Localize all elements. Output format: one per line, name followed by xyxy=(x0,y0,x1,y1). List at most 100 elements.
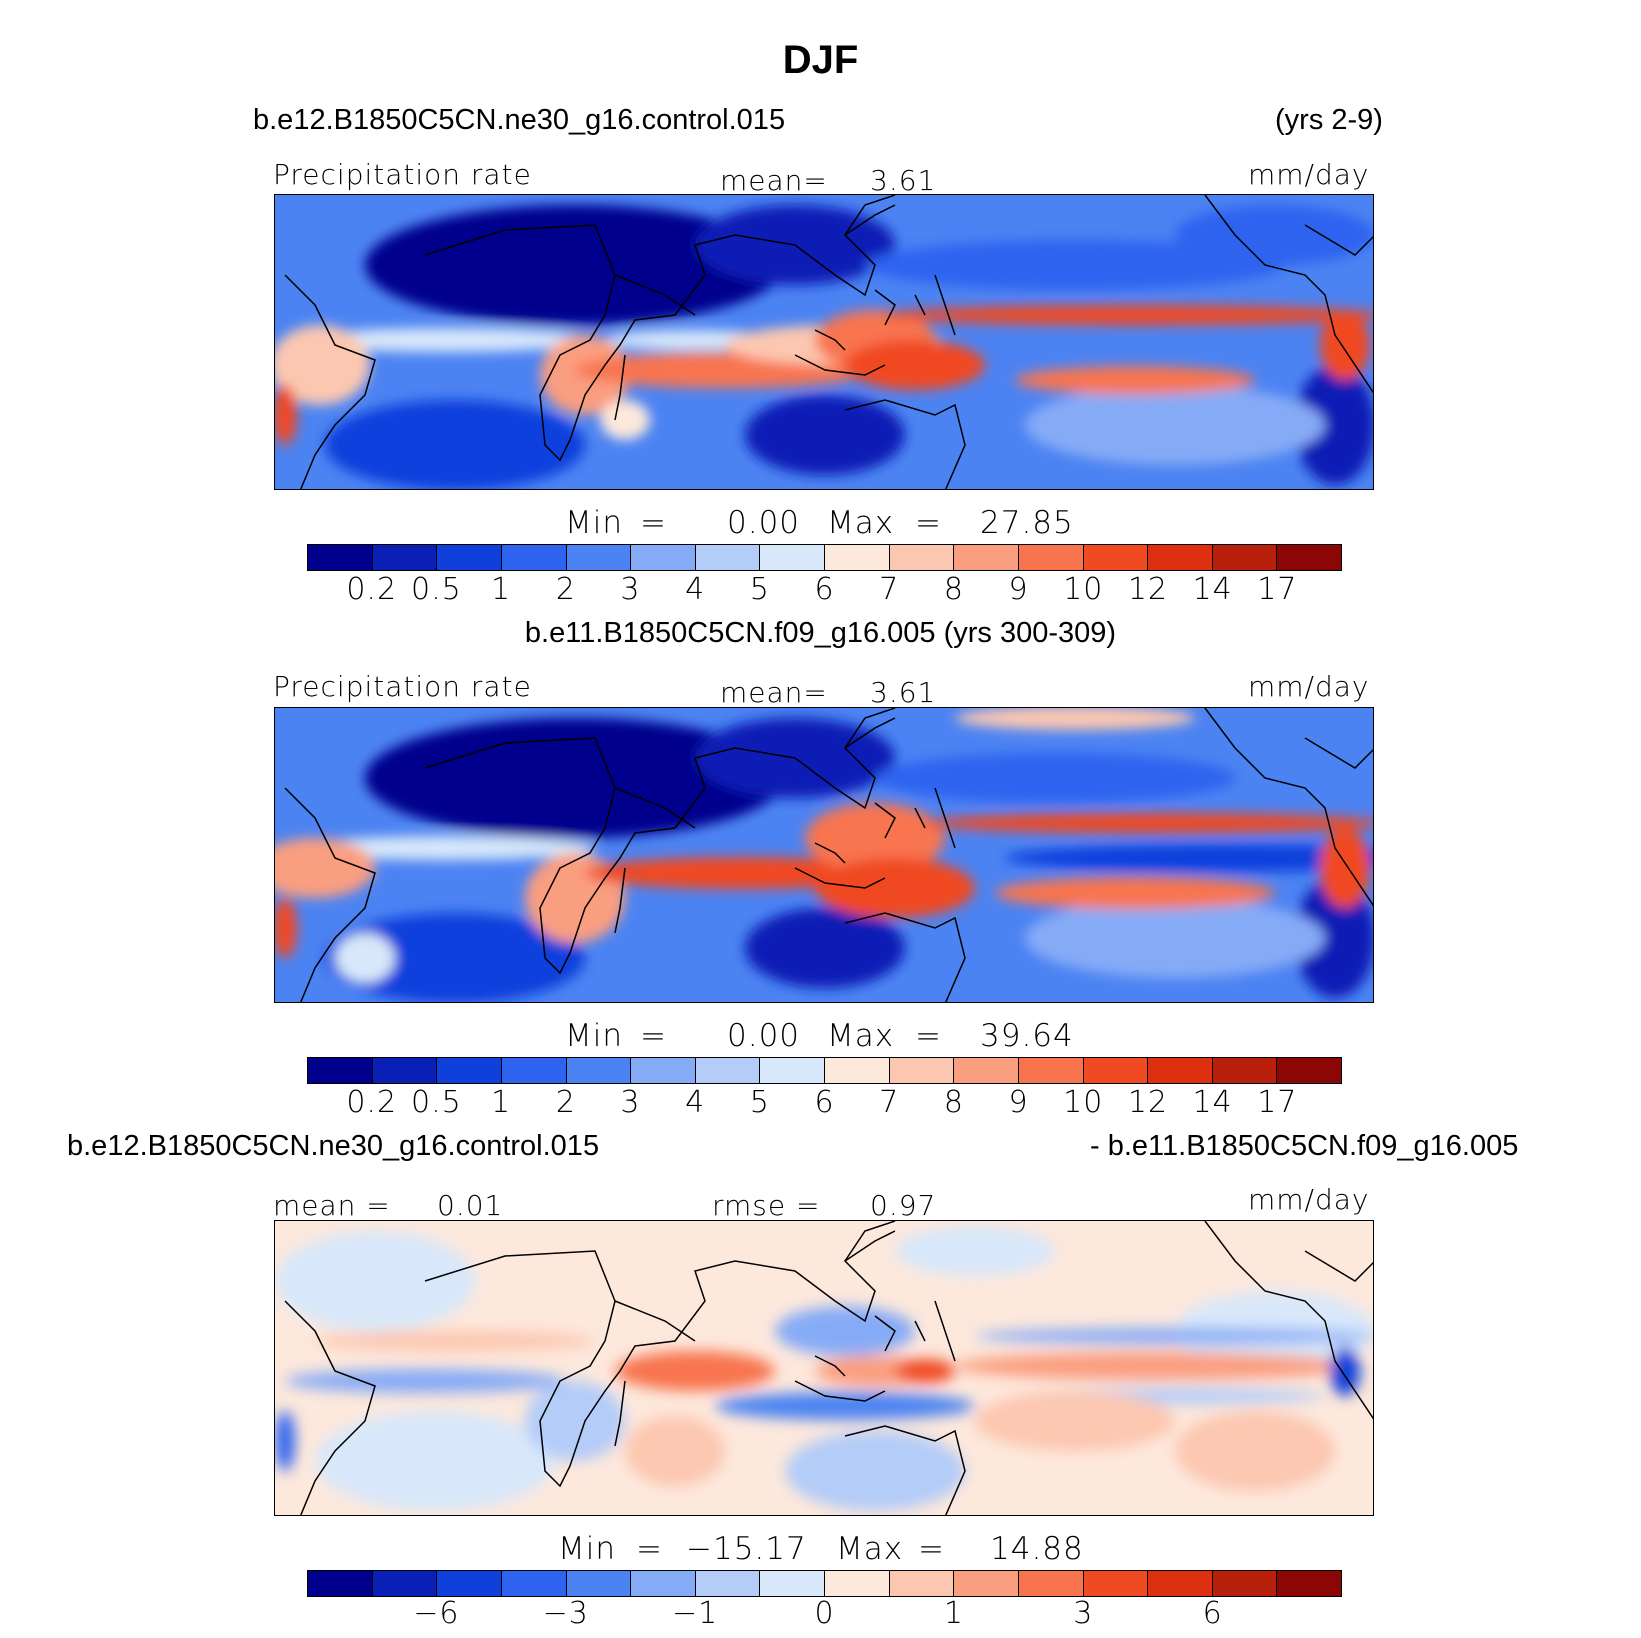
panel2-min-value: 0.00 xyxy=(727,1018,801,1054)
panel2-tick-label: 5 xyxy=(749,1085,770,1120)
panel1-units: mm/day xyxy=(1248,158,1370,191)
panel3-map xyxy=(274,1220,1374,1516)
panel1-tick-label: 2 xyxy=(555,572,576,607)
panel2-tick-label: 1 xyxy=(491,1085,512,1120)
panel1-map xyxy=(274,194,1374,490)
panel1-tick-label: 3 xyxy=(620,572,641,607)
panel1-colorbar-bin xyxy=(889,545,955,570)
panel1-max-eq: = xyxy=(915,505,942,541)
panel1-min-label: Min xyxy=(565,505,624,541)
figure-title: DJF xyxy=(782,38,859,82)
panel3-case-right: - b.e11.B1850C5CN.f09_g16.005 xyxy=(1090,1130,1519,1162)
panel3-colorbar-bin xyxy=(501,1571,567,1596)
panel2-colorbar-bin xyxy=(1212,1058,1278,1083)
panel1-tick-label: 6 xyxy=(814,572,835,607)
panel2-mean-label: mean= xyxy=(720,676,828,709)
panel3-coastlines xyxy=(284,1221,1373,1515)
panel1-case-name: b.e12.B1850C5CN.ne30_g16.control.015 xyxy=(253,104,786,136)
panel2-min-eq: = xyxy=(640,1018,667,1054)
panel2-tick-label: 7 xyxy=(879,1085,900,1120)
panel3-colorbar-bin xyxy=(695,1571,761,1596)
panel2-colorbar-bin xyxy=(760,1058,825,1083)
panel2-coastlines xyxy=(284,708,1373,1002)
panel1-colorbar-bin xyxy=(1277,545,1341,570)
panel3-colorbar-bin xyxy=(631,1571,696,1596)
panel1-colorbar-bin xyxy=(566,545,632,570)
panel3-colorbar-bin xyxy=(372,1571,438,1596)
panel2-case-name: b.e11.B1850C5CN.f09_g16.005 (yrs 300-309… xyxy=(524,617,1117,649)
panel3-max-eq: = xyxy=(918,1531,945,1567)
panel1-colorbar-bin xyxy=(695,545,761,570)
panel2-colorbar-bin xyxy=(1018,1058,1084,1083)
panel2-tick-label: 9 xyxy=(1008,1085,1029,1120)
panel1-colorbar-bin xyxy=(1212,545,1278,570)
panel1-min-value: 0.00 xyxy=(727,505,801,541)
panel3-max-label: Max xyxy=(836,1531,904,1567)
panel2-max-label: Max xyxy=(827,1018,895,1054)
panel2-tick-label: 0.2 xyxy=(346,1085,398,1120)
panel3-units: mm/day xyxy=(1248,1183,1370,1216)
panel1-tick-label: 0.2 xyxy=(346,572,398,607)
panel1-colorbar xyxy=(307,544,1342,571)
panel1-colorbar-bin xyxy=(1148,545,1213,570)
panel3-map-svg xyxy=(275,1221,1373,1515)
panel3-colorbar-bin xyxy=(308,1571,373,1596)
panel1-colorbar-bin xyxy=(308,545,373,570)
panel2-colorbar-bin xyxy=(1083,1058,1149,1083)
panel1-variable-label: Precipitation rate xyxy=(273,158,532,191)
panel1-colorbar-bin xyxy=(760,545,825,570)
panel3-colorbar-bin xyxy=(760,1571,825,1596)
panel1-colorbar-bin xyxy=(825,545,890,570)
panel3-tick-label: 0 xyxy=(814,1596,835,1631)
panel3-colorbar-bin xyxy=(437,1571,502,1596)
panel1-mean-label: mean= xyxy=(720,164,828,197)
panel2-colorbar-bin xyxy=(372,1058,438,1083)
panel2-tick-label: 12 xyxy=(1127,1085,1169,1120)
panel3-tick-label: −3 xyxy=(542,1596,589,1631)
panel2-colorbar-bin xyxy=(1148,1058,1213,1083)
panel1-tick-label: 7 xyxy=(879,572,900,607)
panel3-tick-label: −1 xyxy=(672,1596,719,1631)
panel2-tick-label: 3 xyxy=(620,1085,641,1120)
panel2-colorbar-bin xyxy=(437,1058,502,1083)
panel3-colorbar-bin xyxy=(889,1571,955,1596)
panel2-colorbar-bin xyxy=(308,1058,373,1083)
panel3-mean-value: 0.01 xyxy=(437,1189,504,1222)
panel2-units: mm/day xyxy=(1248,670,1370,703)
panel3-tick-label: 1 xyxy=(943,1596,964,1631)
panel3-min-value: −15.17 xyxy=(686,1531,807,1567)
panel3-colorbar-bin xyxy=(1018,1571,1084,1596)
panel2-tick-label: 17 xyxy=(1257,1085,1298,1120)
panel3-colorbar-bin xyxy=(566,1571,632,1596)
panel1-tick-label: 1 xyxy=(491,572,512,607)
panel1-tick-label: 17 xyxy=(1257,572,1298,607)
panel2-colorbar-bin xyxy=(501,1058,567,1083)
panel3-rmse-value: 0.97 xyxy=(870,1189,937,1222)
panel3-tick-label: −6 xyxy=(413,1596,460,1631)
panel1-tick-label: 5 xyxy=(749,572,770,607)
panel3-colorbar xyxy=(307,1570,1342,1597)
panel3-colorbar-bin xyxy=(825,1571,890,1596)
panel2-colorbar-bin xyxy=(695,1058,761,1083)
panel1-tick-label: 14 xyxy=(1192,572,1233,607)
panel1-colorbar-bin xyxy=(437,545,502,570)
panel3-colorbar-bin xyxy=(1277,1571,1341,1596)
panel2-colorbar xyxy=(307,1057,1342,1084)
panel2-colorbar-bin xyxy=(825,1058,890,1083)
panel3-mean-label: mean = xyxy=(273,1189,391,1222)
panel2-tick-label: 14 xyxy=(1192,1085,1233,1120)
panel1-tick-label: 10 xyxy=(1063,572,1104,607)
panel1-min-eq: = xyxy=(640,505,667,541)
panel3-max-value: 14.88 xyxy=(990,1531,1084,1567)
panel2-mean-value: 3.61 xyxy=(870,676,937,709)
panel2-tick-label: 6 xyxy=(814,1085,835,1120)
panel2-min-label: Min xyxy=(565,1018,624,1054)
panel2-map xyxy=(274,707,1374,1003)
panel1-colorbar-bin xyxy=(1083,545,1149,570)
panel3-min-label: Min xyxy=(558,1531,617,1567)
panel1-tick-label: 8 xyxy=(943,572,964,607)
panel1-mean-value: 3.61 xyxy=(870,164,937,197)
panel2-colorbar-bin xyxy=(954,1058,1019,1083)
panel1-tick-label: 4 xyxy=(685,572,706,607)
panel1-max-value: 27.85 xyxy=(980,505,1074,541)
